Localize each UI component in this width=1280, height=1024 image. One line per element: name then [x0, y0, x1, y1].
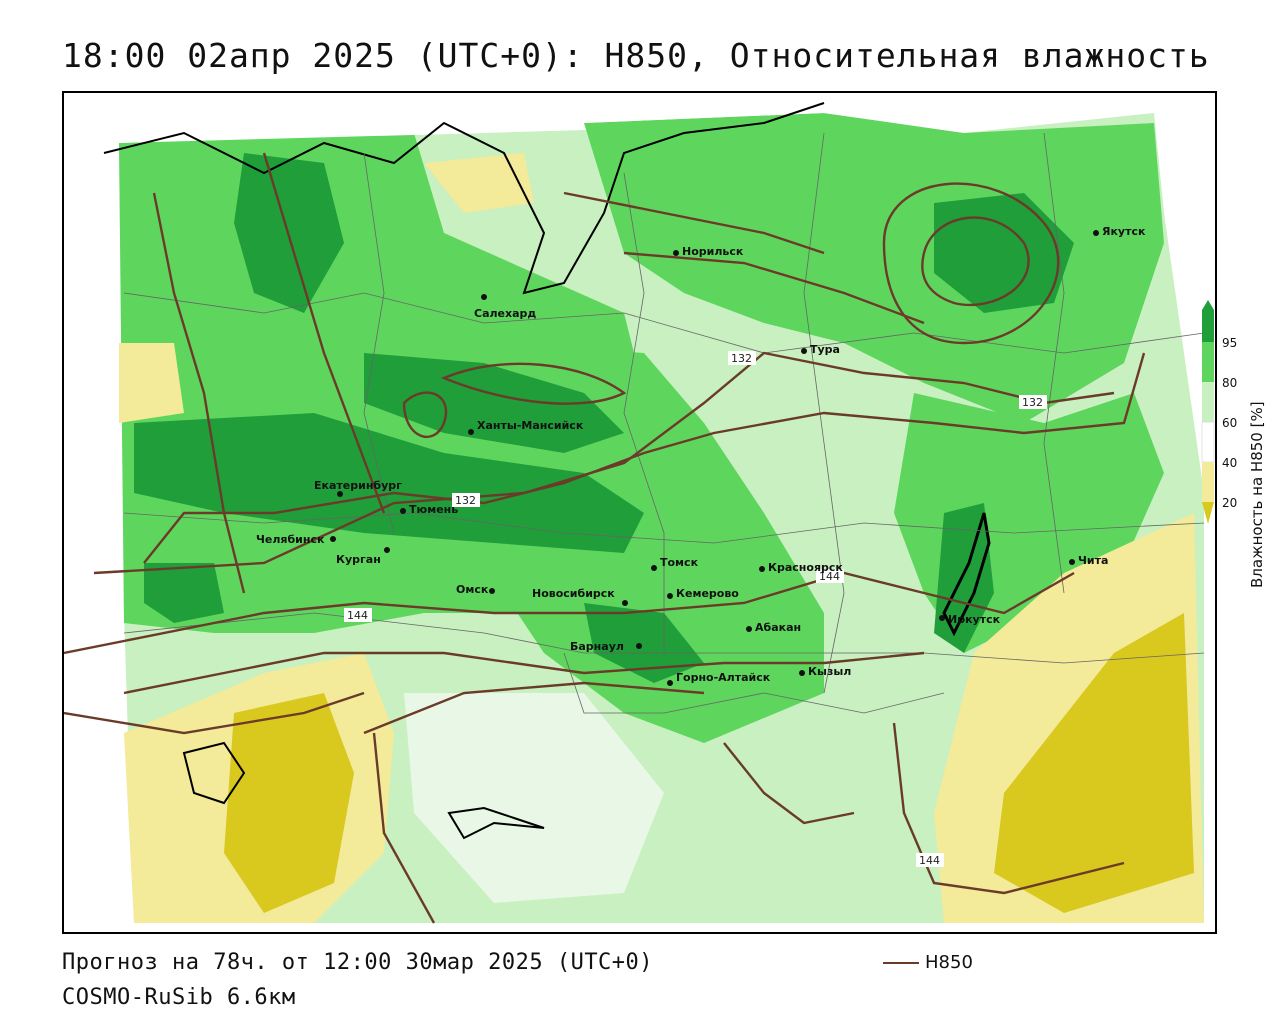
dry-zone-southwest-core — [224, 693, 354, 913]
model-name: COSMO-RuSib 6.6км — [62, 985, 296, 1010]
colorbar-band-60 — [1202, 382, 1214, 422]
contour-label: 132 — [455, 494, 476, 507]
colorbar-arrow-top — [1202, 300, 1214, 310]
city-label: Ханты-Мансийск — [477, 419, 584, 432]
city-label: Омск — [456, 583, 489, 596]
contour-144-c — [372, 732, 436, 924]
city-label: Якутск — [1102, 225, 1146, 238]
dry-zone-west-edge — [119, 343, 184, 423]
city-label: Томск — [660, 556, 699, 569]
colorbar-band-40 — [1201, 421, 1215, 463]
contour-label: 144 — [919, 854, 940, 867]
humid-core-3 — [364, 353, 624, 453]
humid-zone-north — [584, 113, 1164, 423]
city-label: Салехард — [474, 307, 536, 320]
contour-144-a — [64, 571, 1075, 655]
contour-144-b — [123, 651, 925, 695]
humid-core-7 — [144, 563, 224, 623]
city-label: Красноярск — [768, 561, 843, 574]
city-markers: Норильск Салехард Тура Якутск Ханты-Манс… — [256, 225, 1146, 686]
colorbar-tick: 80 — [1222, 376, 1238, 390]
city-label: Новосибирск — [532, 587, 615, 600]
colorbar-band-20 — [1202, 462, 1214, 502]
city-label: Абакан — [755, 621, 801, 634]
neutral-zone-south — [404, 693, 664, 903]
humid-core-1 — [134, 413, 644, 553]
dry-zone-southeast-core — [994, 613, 1194, 913]
city-label: Кемерово — [676, 587, 739, 600]
city-label: Екатеринбург — [314, 479, 402, 492]
city-label: Барнаул — [570, 640, 624, 653]
contour-132-b — [143, 352, 1146, 564]
contour-low-2 — [921, 216, 1030, 307]
colorbar-band-80 — [1202, 342, 1214, 382]
contour-legend-label: H850 — [925, 952, 973, 973]
contour-legend-line — [883, 961, 919, 964]
city-label: Тура — [810, 343, 840, 356]
colorbar-tick: 40 — [1222, 456, 1238, 470]
contour-132-a — [93, 351, 1115, 575]
city-label: Иркутск — [948, 613, 1001, 626]
humid-core-6 — [934, 503, 994, 653]
forecast-map: 132 132 132 144 144 144 Норильск Салехар… — [62, 91, 1217, 934]
colorbar-tick: 20 — [1222, 496, 1238, 510]
map-title: 18:00 02апр 2025 (UTC+0): H850, Относите… — [62, 36, 1210, 75]
humid-core-4 — [934, 193, 1074, 313]
city-label: Тюмень — [409, 503, 458, 516]
contour-label: 132 — [731, 352, 752, 365]
contour-low-3 — [402, 391, 448, 439]
arctic-sea — [64, 93, 1215, 143]
colorbar-arrow-bottom — [1202, 502, 1214, 524]
dry-zone-north — [424, 153, 534, 213]
city-label: Горно-Алтайск — [676, 671, 771, 684]
colorbar-label: Влажность на H850 [%] — [1248, 401, 1266, 588]
lake-baikal — [942, 512, 991, 637]
contour-low-4 — [440, 362, 627, 405]
contour-north — [563, 191, 825, 255]
city-label: Челябинск — [256, 533, 325, 546]
humidity-colorbar — [1201, 300, 1215, 524]
contour-label: 144 — [347, 609, 368, 622]
contour-label: 132 — [1022, 396, 1043, 409]
city-label: Кызыл — [808, 665, 851, 678]
colorbar-tick: 95 — [1222, 336, 1238, 350]
coastline — [103, 102, 825, 295]
humid-core-5 — [584, 603, 704, 683]
lake-balkhash — [447, 806, 545, 840]
contour-south — [723, 742, 855, 825]
contour-labels: 132 132 132 144 144 144 — [344, 351, 1047, 867]
map-canvas: 132 132 132 144 144 144 Норильск Салехар… — [64, 93, 1215, 932]
contour-north-2 — [623, 251, 925, 325]
colorbar-tick: 60 — [1222, 416, 1238, 430]
contour-southwest-2 — [363, 681, 705, 735]
contour-west — [152, 192, 246, 594]
contour-low-1 — [882, 182, 1060, 345]
colorbar-band-95 — [1202, 310, 1214, 342]
contour-west-2 — [262, 152, 386, 514]
contour-southwest — [64, 691, 365, 735]
contour-144-d — [892, 722, 1125, 895]
aral-sea — [182, 741, 246, 805]
city-label: Курган — [336, 553, 381, 566]
contour-label: 144 — [819, 570, 840, 583]
city-label: Чита — [1078, 554, 1108, 567]
forecast-info: Прогноз на 78ч. от 12:00 30мар 2025 (UTC… — [62, 950, 654, 975]
h850-contours — [64, 152, 1146, 924]
city-label: Норильск — [682, 245, 744, 258]
contour-legend: H850 — [883, 952, 973, 973]
